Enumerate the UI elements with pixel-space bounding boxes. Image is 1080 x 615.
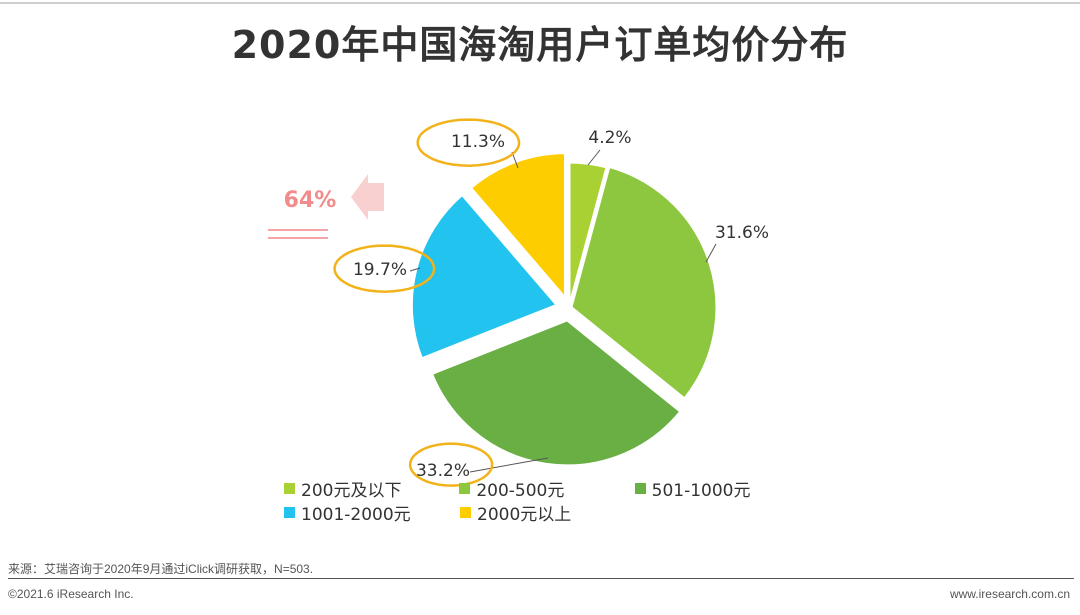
legend-item-200-and-below: 200元及以下 (284, 476, 459, 501)
data-label-501-1000: 33.2% (416, 461, 470, 481)
bottom-divider (8, 578, 1074, 579)
pie-slice-200-500 (569, 164, 719, 402)
left-arrow-icon (351, 174, 384, 220)
legend-swatch (284, 506, 295, 518)
leader-line-1001-2000 (409, 267, 421, 272)
legend-swatch (634, 482, 646, 494)
legend: 200元及以下 200-500元 501-1000元 1001-2000元 20… (284, 476, 804, 525)
legend-item-200-500: 200-500元 (459, 476, 634, 501)
legend-item-1001-2000: 1001-2000元 (284, 500, 460, 525)
highlight-circle-501-1000 (408, 442, 494, 487)
chart-title: 2020年中国海淘用户订单均价分布 (231, 23, 849, 67)
data-label-200-and-below: 4.2% (588, 128, 631, 148)
legend-label: 501-1000元 (651, 480, 751, 501)
data-label-1001-2000: 19.7% (353, 260, 407, 280)
legend-swatch (460, 506, 471, 518)
data-label-200-500: 31.6% (715, 223, 769, 243)
legend-item-2000-above: 2000元以上 (460, 500, 636, 525)
legend-label: 2000元以上 (477, 504, 572, 525)
legend-label: 1001-2000元 (301, 504, 411, 525)
leader-line-200-and-below (587, 149, 601, 166)
legend-swatch (284, 482, 295, 494)
copyright: ©2021.6 iResearch Inc. (8, 587, 134, 601)
annotation-64-percent: 64% (284, 188, 337, 213)
leader-line-501-1000 (469, 457, 549, 473)
pie-slice-1001-2000 (409, 192, 560, 361)
pie-slice-200-and-below (567, 160, 609, 309)
pie-slice-501-1000 (429, 318, 683, 468)
legend-label: 200元及以下 (301, 480, 402, 501)
annotation-group: 64% (268, 174, 384, 239)
leader-line-200-500 (705, 243, 717, 263)
source-note: 来源：艾瑞咨询于2020年9月通过iClick调研获取，N=503. (8, 562, 314, 576)
data-label-2000-above: 11.3% (451, 132, 505, 152)
website-link[interactable]: www.iresearch.com.cn (949, 587, 1070, 601)
highlight-circle-2000-above (416, 118, 521, 167)
legend-label: 200-500元 (476, 480, 565, 501)
highlight-circle-1001-2000 (333, 244, 436, 293)
pie-slice-2000-above (468, 151, 568, 303)
legend-swatch (459, 482, 471, 494)
top-divider (0, 2, 1080, 4)
legend-item-501-1000: 501-1000元 (634, 476, 804, 501)
